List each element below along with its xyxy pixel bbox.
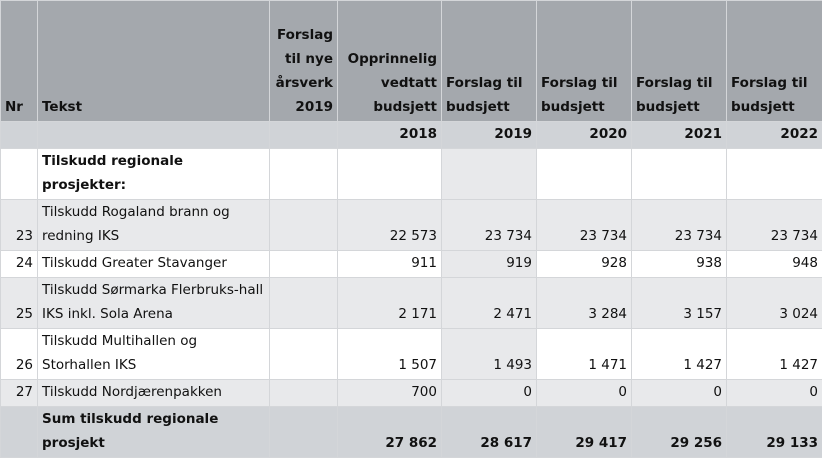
sum-value: 29 417 xyxy=(537,407,632,458)
sum-value: 29 256 xyxy=(632,407,727,458)
value: 23 734 xyxy=(727,200,822,251)
row-nr: 27 xyxy=(1,380,38,407)
sum-value: 27 862 xyxy=(338,407,442,458)
year: 2021 xyxy=(632,122,727,149)
row-nr: 25 xyxy=(1,278,38,329)
row-text: Tilskudd Sørmarka Flerbruks-hall IKS ink… xyxy=(38,278,270,329)
value: 23 734 xyxy=(537,200,632,251)
sum-value: 28 617 xyxy=(442,407,537,458)
value: 22 573 xyxy=(338,200,442,251)
year-row: 2018 2019 2020 2021 2022 xyxy=(1,122,822,149)
sum-value: 29 133 xyxy=(727,407,822,458)
row-nr: 26 xyxy=(1,329,38,380)
header-2020: Forslag til budsjett xyxy=(537,1,632,122)
row-nr: 23 xyxy=(1,200,38,251)
value: 0 xyxy=(442,380,537,407)
value: 911 xyxy=(338,251,442,278)
section-row: Tilskudd regionale prosjekter: xyxy=(1,149,822,200)
year: 2019 xyxy=(442,122,537,149)
value: 1 471 xyxy=(537,329,632,380)
header-2021: Forslag til budsjett xyxy=(632,1,727,122)
value: 0 xyxy=(537,380,632,407)
row-nr: 24 xyxy=(1,251,38,278)
header-tekst: Tekst xyxy=(38,1,270,122)
row-text: Tilskudd Greater Stavanger xyxy=(38,251,270,278)
value: 3 024 xyxy=(727,278,822,329)
value: 919 xyxy=(442,251,537,278)
header-vedtatt: Opprinnelig vedtatt budsjett xyxy=(338,1,442,122)
value: 2 171 xyxy=(338,278,442,329)
row-text: Tilskudd Multihallen og Storhallen IKS xyxy=(38,329,270,380)
value: 1 427 xyxy=(632,329,727,380)
value: 2 471 xyxy=(442,278,537,329)
value: 948 xyxy=(727,251,822,278)
row-text: Tilskudd Nordjærenpakken xyxy=(38,380,270,407)
value: 1 507 xyxy=(338,329,442,380)
header-arsverk: Forslag til nye årsverk 2019 xyxy=(270,1,338,122)
value: 23 734 xyxy=(442,200,537,251)
value: 3 157 xyxy=(632,278,727,329)
year: 2022 xyxy=(727,122,822,149)
value: 928 xyxy=(537,251,632,278)
section-title: Tilskudd regionale prosjekter: xyxy=(38,149,270,200)
header-nr: Nr xyxy=(1,1,38,122)
value: 0 xyxy=(632,380,727,407)
header-row: Nr Tekst Forslag til nye årsverk 2019 Op… xyxy=(1,1,822,122)
header-2019: Forslag til budsjett xyxy=(442,1,537,122)
row-text: Tilskudd Rogaland brann og redning IKS xyxy=(38,200,270,251)
value: 1 427 xyxy=(727,329,822,380)
sum-text: Sum tilskudd regionale prosjekt xyxy=(38,407,270,458)
value: 1 493 xyxy=(442,329,537,380)
header-2022: Forslag til budsjett xyxy=(727,1,822,122)
value: 23 734 xyxy=(632,200,727,251)
value: 700 xyxy=(338,380,442,407)
value: 3 284 xyxy=(537,278,632,329)
year: 2020 xyxy=(537,122,632,149)
year: 2018 xyxy=(338,122,442,149)
value: 0 xyxy=(727,380,822,407)
value: 938 xyxy=(632,251,727,278)
